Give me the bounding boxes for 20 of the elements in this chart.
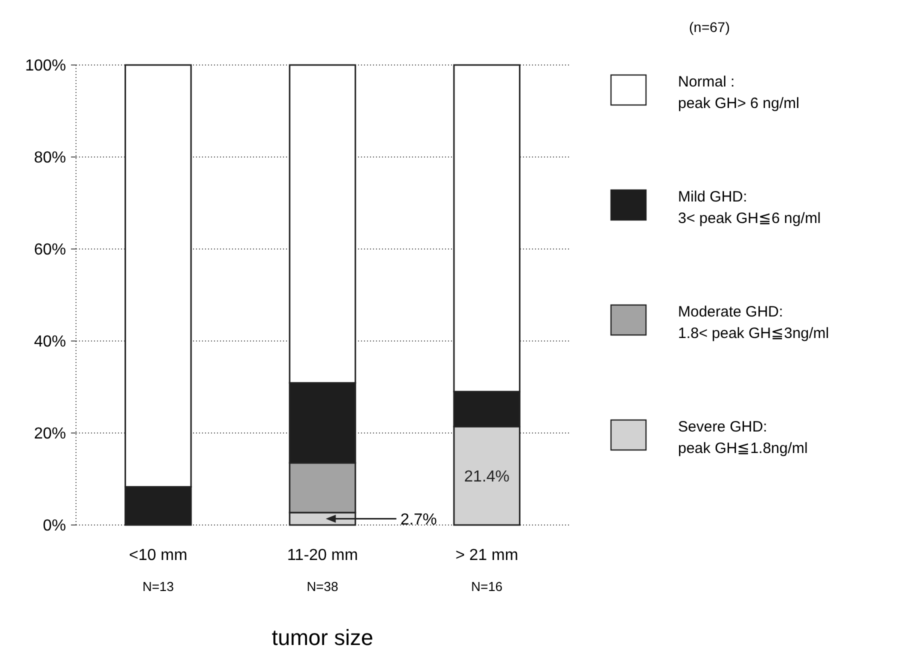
y-tick-label: 40% — [34, 334, 66, 351]
legend-label: Moderate GHD: 1.8< peak GH≦3ng/ml — [678, 303, 829, 342]
legend-label: Normal : peak GH> 6 ng/ml — [678, 73, 800, 112]
legend-label: Severe GHD: peak GH≦1.8ng/ml — [678, 418, 808, 457]
data-label: 2.7% — [400, 511, 437, 528]
text: N=38 — [306, 579, 338, 594]
data-label: 21.4% — [464, 468, 510, 486]
legend-label: Mild GHD: 3< peak GH≦6 ng/ml — [678, 188, 821, 227]
text: N=16 — [471, 579, 503, 594]
text: (n=67) — [689, 19, 730, 35]
y-tick-label: 60% — [34, 242, 66, 259]
x-tick-label: > 21 mm — [455, 547, 518, 564]
y-tick-label: 100% — [25, 58, 66, 75]
y-tick-label: 20% — [34, 426, 66, 443]
x-tick-label: <10 mm — [129, 547, 188, 564]
y-tick-label: 0% — [42, 518, 66, 535]
y-tick-label: 80% — [34, 150, 66, 167]
x-axis-title: tumor size — [272, 625, 374, 650]
x-tick-label: 11-20 mm — [287, 547, 358, 564]
text: N=13 — [142, 579, 174, 594]
